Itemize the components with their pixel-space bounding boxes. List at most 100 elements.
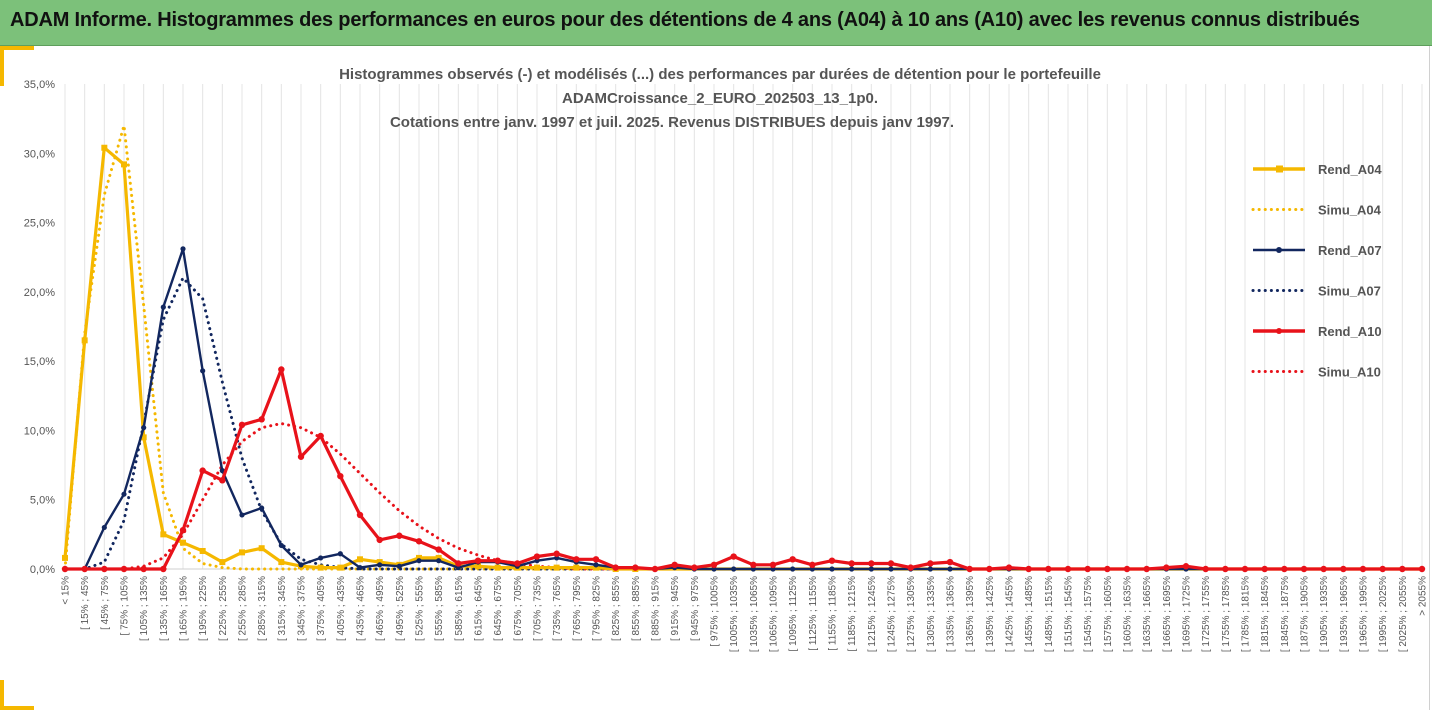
x-tick-label: [ 2025% ; 2055% bbox=[1398, 576, 1409, 652]
legend-label: Simu_A10 bbox=[1318, 365, 1381, 380]
legend-label: Simu_A04 bbox=[1318, 203, 1382, 218]
data-point bbox=[101, 144, 108, 151]
data-point bbox=[927, 566, 933, 572]
data-point bbox=[317, 564, 324, 571]
x-tick-label: [ 1785% ; 1815% bbox=[1241, 576, 1252, 652]
data-point bbox=[140, 434, 147, 441]
x-tick-label: [ 1755% ; 1785% bbox=[1221, 576, 1232, 652]
series-line-simu-a07 bbox=[63, 276, 1424, 571]
data-point bbox=[474, 557, 482, 564]
x-tick-label: [ 1575% ; 1605% bbox=[1103, 576, 1114, 652]
data-point bbox=[61, 565, 69, 573]
x-tick-label: [ 1365% ; 1395% bbox=[965, 576, 976, 652]
data-point bbox=[121, 161, 127, 168]
data-point bbox=[1281, 565, 1288, 573]
data-point bbox=[81, 337, 88, 344]
data-point bbox=[1418, 565, 1426, 573]
data-point bbox=[1300, 565, 1308, 573]
data-point bbox=[179, 527, 187, 534]
data-point bbox=[239, 512, 245, 518]
data-point bbox=[1143, 565, 1150, 573]
data-point bbox=[376, 559, 383, 566]
data-point bbox=[259, 505, 265, 511]
data-point bbox=[907, 564, 914, 571]
data-point bbox=[140, 565, 147, 573]
chart-title-line-2: ADAMCroissance_2_EURO_202503_13_1p0. bbox=[562, 90, 878, 107]
data-point bbox=[298, 562, 304, 568]
data-point bbox=[947, 566, 953, 572]
x-tick-label: [ 885% ; 915% bbox=[651, 576, 662, 641]
series-line-rend-a04 bbox=[63, 146, 1422, 571]
data-point bbox=[258, 416, 265, 423]
data-point bbox=[1359, 565, 1367, 573]
data-point bbox=[534, 564, 540, 571]
series-line-rend-a10 bbox=[65, 367, 1422, 571]
data-point bbox=[160, 531, 167, 538]
x-tick-label: [ 1125% ; 1155% bbox=[808, 576, 819, 651]
x-tick-label: [ 1395% ; 1425% bbox=[985, 576, 996, 652]
x-tick-label: [ 1725% ; 1755% bbox=[1201, 576, 1212, 652]
data-point bbox=[612, 564, 619, 571]
data-point bbox=[219, 477, 226, 484]
data-point bbox=[415, 538, 423, 545]
x-tick-label: [ 1185% ; 1215% bbox=[847, 576, 858, 652]
data-point bbox=[200, 368, 206, 374]
x-tick-label: [ 705% ; 735% bbox=[533, 576, 544, 641]
x-tick-label: [ 735% ; 765% bbox=[552, 576, 563, 641]
x-tick-label: [ 1665% ; 1695% bbox=[1162, 576, 1173, 652]
legend-item-simu-a07: Simu_A07 bbox=[1251, 284, 1381, 299]
data-point bbox=[494, 564, 501, 571]
data-point bbox=[278, 559, 285, 566]
data-point bbox=[829, 566, 835, 572]
x-tick-label: [ 1545% ; 1575% bbox=[1083, 576, 1094, 652]
chart-title-line-3: Cotations entre janv. 1997 et juil. 2025… bbox=[390, 114, 954, 131]
series-simu-a07 bbox=[63, 276, 1424, 571]
x-tick-label: [ 1635% ; 1665% bbox=[1142, 576, 1153, 652]
data-point bbox=[1379, 565, 1386, 573]
data-point bbox=[357, 556, 363, 563]
x-tick-label: [ 525% ; 555% bbox=[415, 576, 426, 641]
legend-item-rend-a04: Rend_A04 bbox=[1253, 162, 1382, 177]
frame-border-right bbox=[1429, 46, 1430, 710]
x-tick-label: [ 1245% ; 1275% bbox=[887, 576, 898, 652]
x-tick-label: [ 1035% ; 1065% bbox=[749, 576, 760, 652]
x-axis-ticks: < 15% [ 15% ; 45% [ 45% ; 75% [ 75% ; 105% [… bbox=[61, 576, 1429, 652]
data-point bbox=[1064, 565, 1072, 573]
data-point bbox=[1025, 565, 1032, 573]
data-point bbox=[1005, 564, 1013, 571]
data-point bbox=[514, 560, 521, 567]
legend-marker bbox=[1276, 247, 1282, 253]
data-point bbox=[946, 558, 954, 566]
x-tick-label: [ 825% ; 855% bbox=[611, 576, 622, 641]
data-point bbox=[219, 559, 226, 566]
x-tick-label: [ 165% ; 195% bbox=[179, 576, 190, 641]
data-point bbox=[239, 549, 245, 556]
data-point bbox=[671, 561, 678, 569]
accent-bar-left-top bbox=[0, 46, 4, 86]
x-tick-label: [ 1095% ; 1125% bbox=[788, 576, 799, 652]
data-point bbox=[494, 557, 501, 564]
data-point bbox=[1241, 565, 1249, 573]
chart-title: Histogrammes observés (-) et modélisés (… bbox=[339, 66, 1101, 131]
data-point bbox=[160, 565, 167, 573]
x-tick-label: [ 345% ; 375% bbox=[297, 576, 308, 641]
x-tick-label: [ 1425% ; 1455% bbox=[1005, 576, 1016, 652]
x-tick-label: [ 315% ; 345% bbox=[277, 576, 288, 641]
x-tick-label: [ 1905% ; 1935% bbox=[1319, 576, 1330, 652]
data-point bbox=[357, 565, 363, 571]
x-tick-label: [ 1605% ; 1635% bbox=[1123, 576, 1134, 652]
x-tick-label: [ 435% ; 465% bbox=[356, 576, 367, 641]
grid bbox=[64, 84, 1423, 570]
data-point bbox=[337, 472, 344, 480]
accent-bar-top bbox=[0, 46, 34, 50]
x-tick-label: [ 405% ; 435% bbox=[336, 576, 347, 641]
data-point bbox=[849, 566, 855, 572]
data-point bbox=[691, 564, 698, 571]
performance-histogram-chart: 0,0% 5,0% 10,0% 15,0% 20,0% 25,0% 30,0% 35,0% <… bbox=[24, 66, 1429, 652]
data-point bbox=[396, 532, 403, 539]
x-tick-label: [ 75% ; 105% bbox=[120, 576, 131, 636]
data-point bbox=[101, 565, 108, 573]
x-tick-label: [ 975% ; 1005% bbox=[710, 576, 721, 647]
data-point bbox=[141, 425, 147, 431]
x-tick-label: [ 1005% ; 1035% bbox=[729, 576, 740, 652]
